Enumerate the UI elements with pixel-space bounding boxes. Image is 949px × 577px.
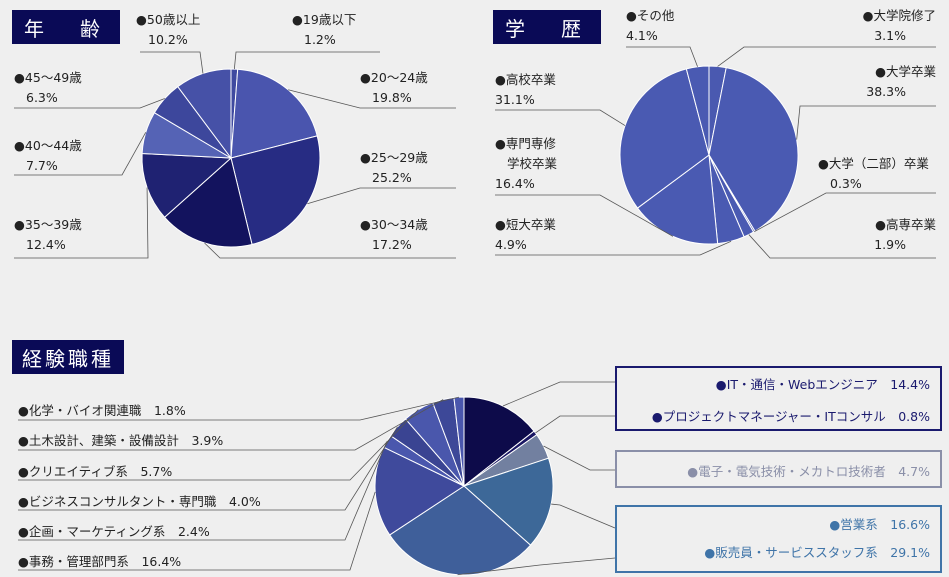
edu-pie-slice-1 xyxy=(708,67,799,232)
edu-label-university: ●大学卒業 38.3% xyxy=(866,64,936,99)
job-leader-1 xyxy=(535,415,615,434)
job-pie-slice-10 xyxy=(453,396,465,487)
edu-leader-2 xyxy=(754,192,936,232)
age-leader-2 xyxy=(307,187,456,205)
edu-leader-3 xyxy=(748,234,936,259)
job-leader-7 xyxy=(18,426,398,511)
job-group-box-electronics: ●電子・電気技術・メカトロ技術者 4.7% xyxy=(615,450,942,488)
age-label-20-24: ●20〜24歳 19.8% xyxy=(360,70,428,105)
age-leader-5 xyxy=(14,132,147,176)
job-leader-6 xyxy=(18,441,388,541)
age-section-title: 年 齢 xyxy=(12,10,120,44)
job-label-electronics: ●電子・電気技術・メカトロ技術者 4.7% xyxy=(687,464,930,479)
edu-leader-7 xyxy=(626,46,698,67)
edu-leader-4 xyxy=(495,240,732,256)
edu-label-high-school: ●高校卒業 31.1% xyxy=(495,72,556,107)
job-label-sales: ●営業系 16.6% xyxy=(829,517,930,532)
edu-pie-slice-6 xyxy=(619,68,710,209)
job-label-admin: ●事務・管理部門系 16.4% xyxy=(18,554,182,569)
age-label-50-plus: ●50歳以上 10.2% xyxy=(136,12,201,47)
job-leader-10 xyxy=(18,396,460,421)
age-label-45-49: ●45〜49歳 6.3% xyxy=(14,70,82,105)
edu-label-other: ●その他 4.1% xyxy=(626,8,675,43)
job-leader-5 xyxy=(18,491,376,571)
age-label-35-39: ●35〜39歳 12.4% xyxy=(14,217,82,252)
age-label-30-34: ●30〜34歳 17.2% xyxy=(360,217,428,252)
age-label-40-44: ●40〜44歳 7.7% xyxy=(14,138,82,173)
age-leader-3 xyxy=(204,242,456,259)
edu-leader-5 xyxy=(495,194,674,237)
job-leader-0 xyxy=(502,381,615,407)
job-leader-9 xyxy=(18,399,444,451)
age-leader-4 xyxy=(14,187,149,259)
job-label-creative: ●クリエイティブ系 5.7% xyxy=(18,464,173,479)
education-section-title: 学 歴 xyxy=(493,10,601,44)
edu-leader-6 xyxy=(495,109,626,126)
job-label-civil-architecture: ●土木設計、建築・設備設計 3.9% xyxy=(18,433,224,448)
job-leader-2 xyxy=(543,445,615,471)
age-pie-slice-2 xyxy=(230,135,321,246)
edu-label-university-night: ●大学（二部）卒業 0.3% xyxy=(818,156,929,191)
job-label-consultant: ●ビジネスコンサルタント・専門職 4.0% xyxy=(18,494,261,509)
age-leader-6 xyxy=(14,98,165,109)
job-label-pm-consultant: ●プロジェクトマネージャー・ITコンサル 0.8% xyxy=(651,409,930,424)
job-group-box-sales: ●営業系 16.6% ●販売員・サービススタッフ系 29.1% xyxy=(615,505,942,573)
job-group-box-it: ●IT・通信・Webエンジニア 14.4% ●プロジェクトマネージャー・ITコン… xyxy=(615,366,942,431)
job-leader-8 xyxy=(18,409,419,481)
age-leader-1 xyxy=(288,89,456,109)
edu-leader-1 xyxy=(796,105,936,140)
age-label-under-19: ●19歳以下 1.2% xyxy=(292,12,357,47)
edu-label-graduate-school: ●大学院修了 3.1% xyxy=(862,8,936,43)
job-section-title: 経験職種 xyxy=(12,340,124,374)
edu-label-junior-college: ●短大卒業 4.9% xyxy=(495,217,556,252)
job-label-chemistry: ●化学・バイオ関連職 1.8% xyxy=(18,403,186,418)
age-pie-slice-3 xyxy=(163,157,253,248)
job-label-it-engineer: ●IT・通信・Webエンジニア 14.4% xyxy=(715,377,930,392)
age-leader-7 xyxy=(140,51,204,74)
age-pie-slice-4 xyxy=(141,153,233,218)
job-pie-slice-0 xyxy=(463,396,535,488)
age-leader-0 xyxy=(233,51,380,70)
edu-pie-slice-7 xyxy=(685,65,710,156)
edu-label-technical-college: ●高専卒業 1.9% xyxy=(874,217,936,252)
job-label-retail-service: ●販売員・サービススタッフ系 29.1% xyxy=(704,545,930,560)
edu-leader-0 xyxy=(717,46,936,67)
job-label-marketing: ●企画・マーケティング系 2.4% xyxy=(18,524,210,539)
age-pie-slice-1 xyxy=(230,68,318,159)
age-label-25-29: ●25〜29歳 25.2% xyxy=(360,150,428,185)
job-leader-4 xyxy=(457,557,616,576)
edu-label-vocational: ●専門専修 学校卒業 16.4% xyxy=(495,136,558,191)
job-leader-3 xyxy=(551,503,616,529)
